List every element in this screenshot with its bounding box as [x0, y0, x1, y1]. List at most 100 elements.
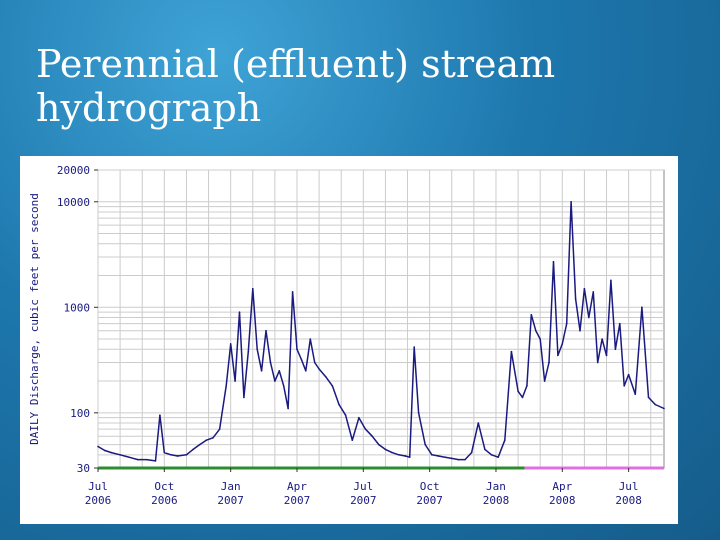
discharge-point — [163, 451, 166, 454]
discharge-point — [260, 370, 263, 372]
discharge-point — [384, 448, 387, 451]
discharge-point — [291, 291, 294, 293]
discharge-point — [265, 329, 267, 332]
discharge-point — [610, 279, 612, 282]
discharge-point — [477, 422, 480, 424]
discharge-point — [450, 457, 453, 460]
x-tick-label: Oct 2007 — [416, 480, 443, 507]
discharge-point — [504, 439, 506, 442]
discharge-point — [256, 348, 258, 351]
discharge-point — [417, 412, 420, 414]
discharge-point — [614, 348, 617, 351]
discharge-point — [296, 348, 298, 351]
discharge-point — [251, 287, 254, 290]
discharge-point — [136, 458, 139, 461]
discharge-point — [521, 396, 524, 399]
discharge-point — [526, 385, 528, 387]
discharge-point — [274, 380, 276, 382]
discharge-point — [229, 343, 232, 345]
discharge-point — [225, 385, 228, 387]
discharge-point — [404, 455, 407, 457]
y-axis-label: DAILY Discharge, cubic feet per second — [28, 193, 41, 445]
discharge-point — [192, 448, 194, 451]
discharge-point — [605, 354, 608, 357]
hydrograph-chart: 30 100 1000 10000 20000 Jul 2006 Oct 2006 Jan 2007… — [20, 156, 678, 524]
discharge-point — [324, 375, 327, 378]
discharge-point — [437, 455, 440, 457]
discharge-point — [588, 316, 590, 319]
x-tick-label: Jan 2008 — [483, 480, 510, 507]
x-tick-label: Jul 2008 — [615, 480, 642, 507]
discharge-point — [548, 361, 550, 364]
discharge-point — [238, 311, 241, 313]
discharge-point — [565, 322, 568, 325]
discharge-point — [397, 454, 400, 456]
discharge-point — [110, 451, 113, 454]
discharge-point — [205, 439, 208, 442]
discharge-point — [247, 350, 250, 353]
discharge-point — [185, 454, 188, 456]
discharge-point — [377, 443, 380, 446]
slide-title: Perennial (effluent) stream hydrograph — [36, 42, 556, 130]
discharge-point — [510, 350, 513, 353]
discharge-point — [424, 443, 427, 446]
discharge-point — [145, 458, 148, 461]
discharge-point — [212, 436, 214, 439]
discharge-point — [601, 338, 603, 340]
discharge-point — [490, 454, 493, 456]
discharge-point — [313, 361, 316, 364]
discharge-point — [198, 443, 201, 446]
discharge-point — [234, 380, 236, 382]
discharge-point — [159, 414, 161, 416]
discharge-point — [654, 403, 656, 406]
y-tick-label: 1000 — [64, 301, 91, 314]
discharge-point — [470, 451, 473, 454]
discharge-point — [300, 358, 303, 361]
discharge-point — [408, 456, 411, 458]
discharge-point — [596, 361, 599, 364]
discharge-point — [391, 451, 393, 454]
discharge-point — [497, 456, 499, 458]
discharge-point — [583, 287, 586, 290]
discharge-point — [331, 385, 334, 387]
discharge-point — [444, 456, 446, 458]
discharge-point — [623, 385, 626, 387]
discharge-point — [579, 329, 581, 332]
x-tick-label: Apr 2007 — [284, 480, 311, 507]
discharge-point — [543, 380, 546, 382]
x-tick-label: Apr 2008 — [549, 480, 576, 507]
y-tick-label: 30 — [77, 462, 90, 475]
discharge-point — [170, 454, 172, 456]
discharge-point — [269, 361, 272, 364]
discharge-point — [154, 460, 157, 462]
discharge-point — [431, 454, 433, 456]
x-tick-label: Jan 2007 — [217, 480, 244, 507]
discharge-point — [457, 458, 460, 461]
discharge-point — [534, 329, 537, 332]
discharge-point — [634, 393, 637, 396]
discharge-point — [592, 291, 595, 293]
discharge-point — [561, 343, 564, 345]
discharge-point — [484, 448, 486, 451]
discharge-point — [647, 396, 650, 399]
discharge-point — [218, 428, 221, 430]
discharge-point — [278, 370, 281, 372]
plot-area — [97, 169, 665, 469]
discharge-point — [176, 455, 179, 457]
discharge-point — [530, 313, 533, 316]
y-tick-label: 20000 — [57, 164, 90, 177]
y-tick-label: 10000 — [57, 196, 90, 209]
discharge-point — [119, 454, 121, 456]
discharge-point — [309, 338, 312, 340]
discharge-point — [570, 200, 572, 203]
discharge-point — [338, 403, 340, 406]
discharge-point — [351, 439, 354, 442]
discharge-point — [128, 456, 130, 458]
x-tick-label: Jul 2007 — [350, 480, 377, 507]
discharge-point — [539, 338, 541, 340]
discharge-point — [97, 445, 99, 448]
discharge-point — [243, 396, 245, 399]
discharge-point — [282, 385, 285, 387]
discharge-point — [627, 373, 630, 376]
discharge-point — [618, 322, 621, 325]
